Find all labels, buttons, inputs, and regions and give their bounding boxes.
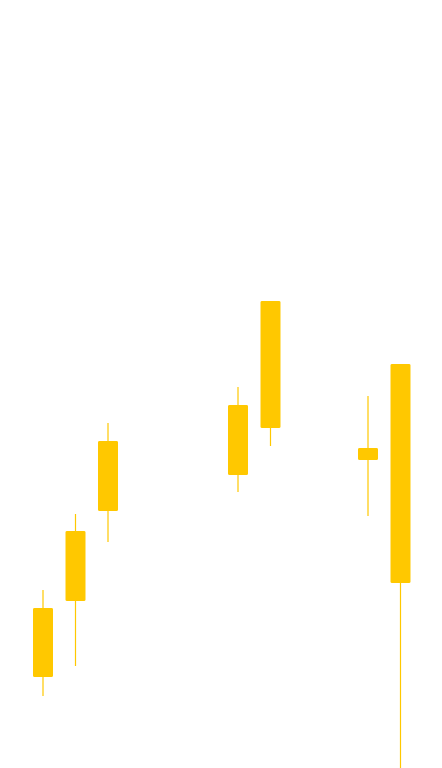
candle-5	[358, 396, 378, 516]
candle-3	[228, 387, 248, 492]
candle-3-body	[228, 405, 248, 475]
candle-2	[98, 423, 118, 542]
candle-6	[390, 364, 411, 768]
candle-0-body	[33, 608, 53, 677]
candle-4-body	[260, 301, 281, 428]
candle-2-body	[98, 441, 118, 511]
candle-5-body	[358, 448, 378, 460]
candle-0	[33, 590, 53, 696]
candle-1	[65, 514, 86, 666]
candle-6-body	[390, 364, 411, 583]
candle-1-body	[65, 531, 86, 601]
candle-4	[260, 301, 281, 446]
